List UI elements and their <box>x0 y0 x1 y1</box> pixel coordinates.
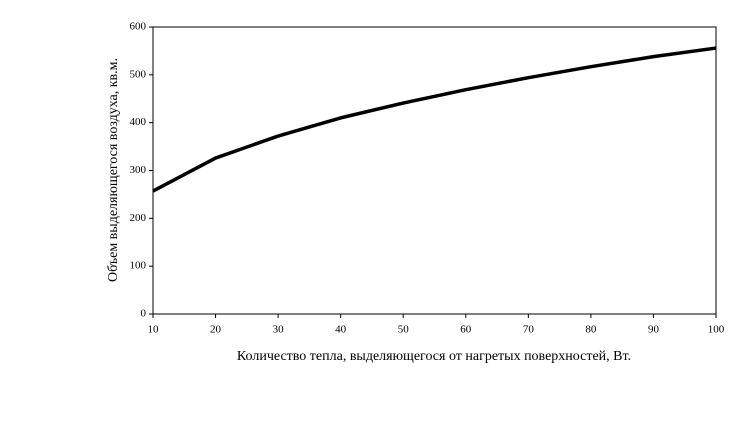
data-line <box>152 46 717 193</box>
x-tick-label: 10 <box>148 324 160 336</box>
y-tick-label: 200 <box>130 212 147 224</box>
x-tick-label: 100 <box>708 324 725 336</box>
y-tick-label: 500 <box>130 68 147 80</box>
x-tick-label: 70 <box>523 324 535 336</box>
y-axis-title: Объем выделяющегося воздуха, кв.м. <box>106 58 121 282</box>
x-tick-label: 20 <box>210 324 222 336</box>
plot-frame <box>152 26 717 315</box>
y-tick-label: 600 <box>130 21 147 33</box>
x-axis-title: Количество тепла, выделяющегося от нагре… <box>237 349 631 364</box>
x-tick-label: 30 <box>273 324 285 336</box>
x-tick-label: 50 <box>398 324 410 336</box>
y-tick-label: 300 <box>130 164 147 176</box>
y-tick-label: 100 <box>130 260 147 272</box>
x-tick-label: 60 <box>460 324 472 336</box>
x-tick-label: 40 <box>335 324 347 336</box>
y-tick-label: 400 <box>130 116 147 128</box>
x-tick-label: 80 <box>585 324 597 336</box>
y-tick-label: 0 <box>141 308 147 320</box>
x-tick-label: 90 <box>648 324 660 336</box>
